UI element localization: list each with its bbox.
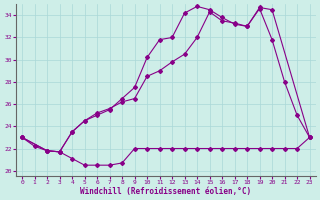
X-axis label: Windchill (Refroidissement éolien,°C): Windchill (Refroidissement éolien,°C) bbox=[80, 187, 252, 196]
